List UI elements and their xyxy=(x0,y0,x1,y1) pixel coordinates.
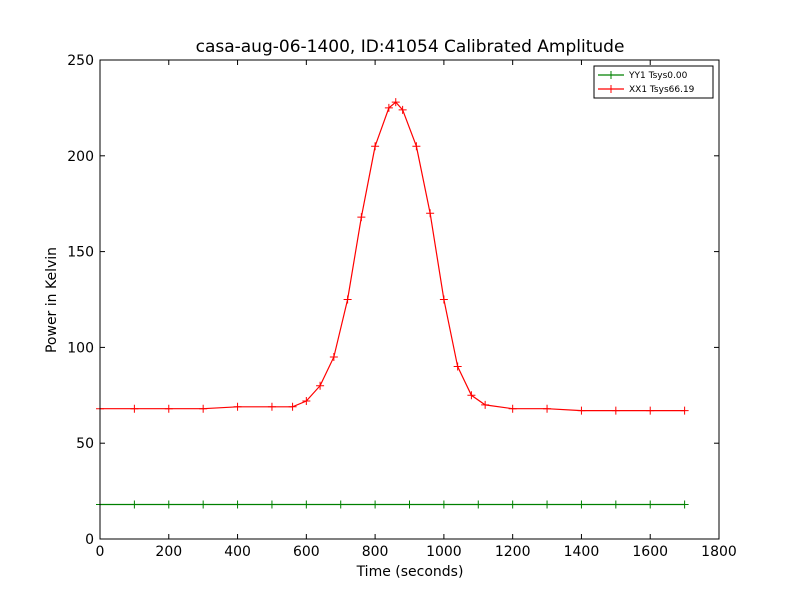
x-tick-label: 400 xyxy=(224,544,251,560)
data-point xyxy=(680,406,689,415)
data-point xyxy=(267,402,276,411)
data-point xyxy=(577,406,586,415)
data-point xyxy=(384,103,393,112)
data-point xyxy=(398,105,407,114)
x-tick-label: 1000 xyxy=(426,544,462,560)
y-tick-label: 200 xyxy=(67,149,94,165)
x-tick-label: 0 xyxy=(96,544,105,560)
y-tick-label: 50 xyxy=(76,436,94,452)
data-point xyxy=(426,209,435,218)
data-point xyxy=(453,362,462,371)
data-point xyxy=(391,98,400,107)
y-axis-label: Power in Kelvin xyxy=(44,247,60,353)
data-point xyxy=(233,402,242,411)
data-point xyxy=(267,500,276,509)
data-point xyxy=(543,404,552,413)
data-point xyxy=(611,500,620,509)
y-tick-label: 100 xyxy=(67,340,94,356)
data-point xyxy=(646,406,655,415)
data-point xyxy=(336,500,345,509)
legend-label: YY1 Tsys0.00 xyxy=(628,71,688,81)
data-point xyxy=(164,500,173,509)
series-line-2 xyxy=(100,101,685,412)
data-point xyxy=(357,213,366,222)
data-point xyxy=(302,500,311,509)
x-axis-label: Time (seconds) xyxy=(356,564,464,580)
data-point xyxy=(474,500,483,509)
data-point xyxy=(233,500,242,509)
data-point xyxy=(371,142,380,151)
data-point xyxy=(199,404,208,413)
legend: YY1 Tsys0.00 XX1 Tsys66.19 xyxy=(593,65,714,99)
y-tick-label: 0 xyxy=(85,532,94,548)
x-tick-label: 600 xyxy=(293,544,320,560)
x-tick-label: 200 xyxy=(155,544,182,560)
x-tick-label: 1600 xyxy=(632,544,668,560)
data-point xyxy=(467,391,476,400)
data-point xyxy=(329,352,338,361)
data-point xyxy=(343,295,352,304)
data-point xyxy=(130,404,139,413)
data-point xyxy=(302,397,311,406)
data-point xyxy=(481,400,490,409)
legend-marker xyxy=(607,85,615,93)
plot-area xyxy=(96,98,689,509)
data-point xyxy=(439,500,448,509)
plot-frame xyxy=(99,59,720,540)
data-point xyxy=(412,142,421,151)
x-tick-label: 800 xyxy=(362,544,389,560)
legend-marker xyxy=(607,71,615,79)
legend-box xyxy=(593,65,714,99)
data-point xyxy=(439,295,448,304)
data-point xyxy=(508,404,517,413)
data-point xyxy=(405,500,414,509)
y-tick-label: 150 xyxy=(67,245,94,261)
data-point xyxy=(164,404,173,413)
data-point xyxy=(130,500,139,509)
x-tick-label: 1400 xyxy=(564,544,600,560)
data-point xyxy=(680,500,689,509)
x-tick-label: 1800 xyxy=(701,544,737,560)
data-point xyxy=(577,500,586,509)
y-tick-label: 250 xyxy=(67,53,94,69)
x-tick-label: 1200 xyxy=(495,544,531,560)
data-point xyxy=(316,381,325,390)
data-point xyxy=(288,402,297,411)
axis-ticks: 0 200 400 600 800 1000 1200 1400 1600 1800 0 50 100 1… xyxy=(67,53,737,560)
data-point xyxy=(371,500,380,509)
data-point xyxy=(199,500,208,509)
legend-label: XX1 Tsys66.19 xyxy=(629,85,695,95)
data-point xyxy=(543,500,552,509)
data-point xyxy=(646,500,655,509)
data-point xyxy=(508,500,517,509)
chart-title: casa-aug-06-1400, ID:41054 Calibrated Am… xyxy=(196,37,625,57)
data-point xyxy=(611,406,620,415)
